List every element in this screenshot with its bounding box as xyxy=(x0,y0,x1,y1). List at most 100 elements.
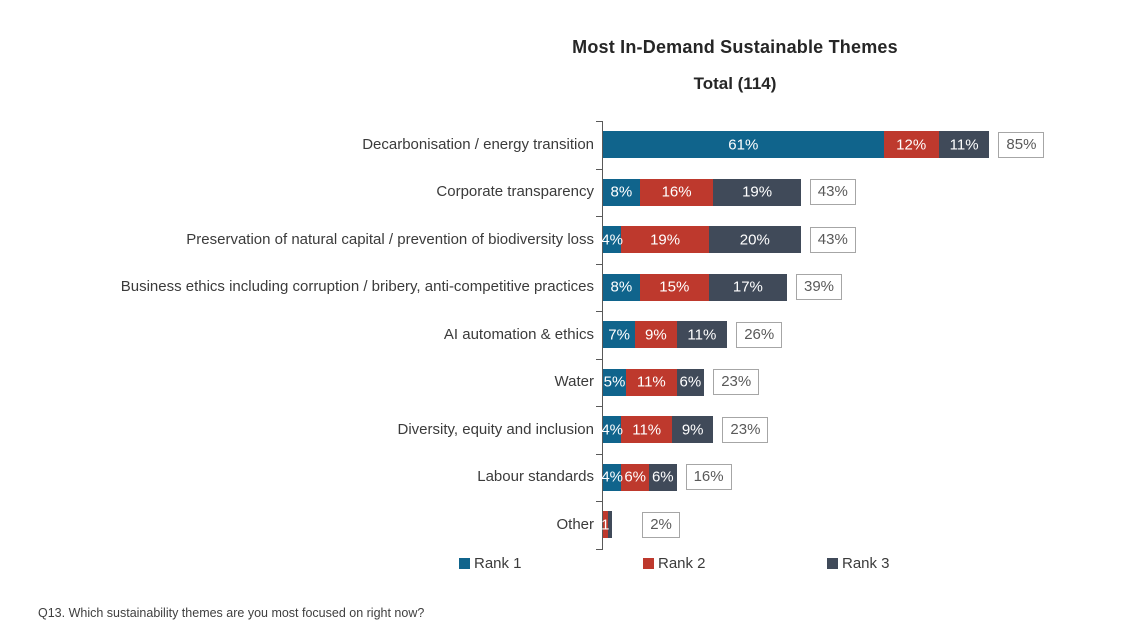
legend-label: Rank 2 xyxy=(658,554,706,572)
bar-row: 8% 15% 17% xyxy=(603,273,787,301)
tick-mark xyxy=(596,121,603,122)
bar-segment-rank-3: 9% xyxy=(671,416,714,444)
bar-segment-rank-1: 7% xyxy=(603,321,636,349)
bar-segment-rank-1: 8% xyxy=(603,178,640,206)
total-box: 85% xyxy=(998,131,1045,158)
bar-segment-label: 11% xyxy=(687,326,717,344)
bar-segment-label: 19% xyxy=(742,183,773,201)
category-label: Business ethics including corruption / b… xyxy=(120,278,594,296)
category-label: Preservation of natural capital / preven… xyxy=(186,230,594,248)
bar-segment-label: 15% xyxy=(659,278,690,296)
bar-segment-label: 11% xyxy=(949,136,979,154)
bar-row: 4% 6% 6% xyxy=(601,463,677,491)
bar-segment-rank-1: 61% xyxy=(603,131,884,159)
legend-swatch-icon xyxy=(827,557,838,569)
bar-segment-label: 4% xyxy=(601,468,624,486)
category-label: Labour standards xyxy=(477,468,594,486)
y-axis-line xyxy=(602,121,603,549)
bar-segment-label: 5% xyxy=(603,373,626,391)
tick-mark xyxy=(596,453,603,455)
bar-segment-label: 6% xyxy=(679,373,702,391)
bar-segment-rank-1: 4% xyxy=(601,226,624,254)
bar-segment-label: 61% xyxy=(728,136,759,154)
tick-mark xyxy=(596,501,603,502)
footnote: Q13. Which sustainability themes are you… xyxy=(38,606,425,620)
category-label: Water xyxy=(554,373,594,391)
tick-mark xyxy=(596,548,603,550)
bar-row: 7% 9% 11% xyxy=(603,321,728,349)
total-box: 43% xyxy=(809,179,856,206)
bar-segment-rank-3: 17% xyxy=(708,273,787,301)
bar-segment-label: 1 xyxy=(601,516,610,534)
bar-segment-label: 9% xyxy=(681,421,704,439)
total-box: 16% xyxy=(685,464,732,491)
bar-segment-rank-2: 11% xyxy=(621,416,672,444)
total-box: 43% xyxy=(809,226,856,253)
legend-item-rank-2: Rank 2 xyxy=(643,553,706,573)
tick-mark xyxy=(596,406,603,407)
bar-segment-rank-2: 6% xyxy=(621,463,649,491)
bar-segment-rank-2: 9% xyxy=(635,321,677,349)
bar-segment-rank-2: 19% xyxy=(621,226,709,254)
chart-title: Most In-Demand Sustainable Themes xyxy=(572,37,898,57)
bar-segment-rank-1: 4% xyxy=(601,416,624,444)
bar-segment-rank-2: 15% xyxy=(639,273,709,301)
legend-swatch-icon xyxy=(459,557,470,569)
bar-row: 1 xyxy=(601,511,613,539)
bar-segment-rank-1: 4% xyxy=(601,463,624,491)
bar-segment-label: 6% xyxy=(651,468,674,486)
bar-segment-label: 19% xyxy=(650,231,681,249)
total-box: 23% xyxy=(722,416,769,443)
total-box: 23% xyxy=(713,369,760,396)
tick-mark xyxy=(596,263,603,265)
legend-item-rank-3: Rank 3 xyxy=(827,553,890,573)
bar-segment-rank-3 xyxy=(607,511,613,539)
bar-segment-label: 4% xyxy=(601,231,624,249)
bar-segment-rank-2: 16% xyxy=(639,178,714,206)
bar-row: 4% 11% 9% xyxy=(601,416,714,444)
bar-segment-label: 11% xyxy=(632,421,662,439)
bar-segment-label: 20% xyxy=(739,231,770,249)
bar-segment-rank-3: 6% xyxy=(648,463,677,491)
bar-segment-label: 11% xyxy=(636,373,666,391)
bar-segment-rank-3: 6% xyxy=(676,368,705,396)
bar-segment-rank-3: 19% xyxy=(713,178,801,206)
tick-mark xyxy=(596,311,603,312)
tick-mark xyxy=(596,168,603,170)
category-label: Corporate transparency xyxy=(436,183,594,201)
chart-subtitle: Total (114) xyxy=(693,74,777,93)
bar-segment-rank-2: 1 xyxy=(601,511,610,539)
bar-segment-label: 17% xyxy=(732,278,763,296)
bar-segment-label: 12% xyxy=(896,136,927,154)
bar-segment-label: 7% xyxy=(608,326,630,344)
legend-item-rank-1: Rank 1 xyxy=(459,553,522,573)
total-box: 26% xyxy=(736,321,783,348)
legend-label: Rank 3 xyxy=(842,554,890,572)
legend-label: Rank 1 xyxy=(474,554,522,572)
bar-row: 5% 11% 6% xyxy=(603,368,705,396)
total-box: 39% xyxy=(796,274,843,301)
bar-segment-rank-3: 11% xyxy=(676,321,728,349)
category-label: Decarbonisation / energy transition xyxy=(362,135,594,153)
category-label: AI automation & ethics xyxy=(443,325,594,343)
bar-segment-label: 16% xyxy=(661,183,692,201)
bar-segment-label: 9% xyxy=(645,326,667,344)
category-label: Diversity, equity and inclusion xyxy=(397,420,594,438)
bar-segment-rank-1: 5% xyxy=(603,368,626,396)
category-label: Other xyxy=(556,515,594,533)
legend-swatch-icon xyxy=(643,557,654,569)
total-box: 2% xyxy=(642,511,680,538)
bar-segment-rank-1: 8% xyxy=(603,273,640,301)
bar-segment-rank-3: 11% xyxy=(938,131,990,159)
bar-segment-label: 8% xyxy=(610,278,633,296)
bar-segment-label: 6% xyxy=(624,468,647,486)
bar-segment-label: 4% xyxy=(601,421,624,439)
bar-segment-rank-2: 12% xyxy=(883,131,939,159)
bar-row: 8% 16% 19% xyxy=(603,178,801,206)
bar-row: 61% 12% 11% xyxy=(603,131,990,159)
tick-mark xyxy=(596,216,603,217)
bar-row: 4% 19% 20% xyxy=(601,226,801,254)
tick-mark xyxy=(596,358,603,360)
bar-segment-rank-2: 11% xyxy=(626,368,677,396)
